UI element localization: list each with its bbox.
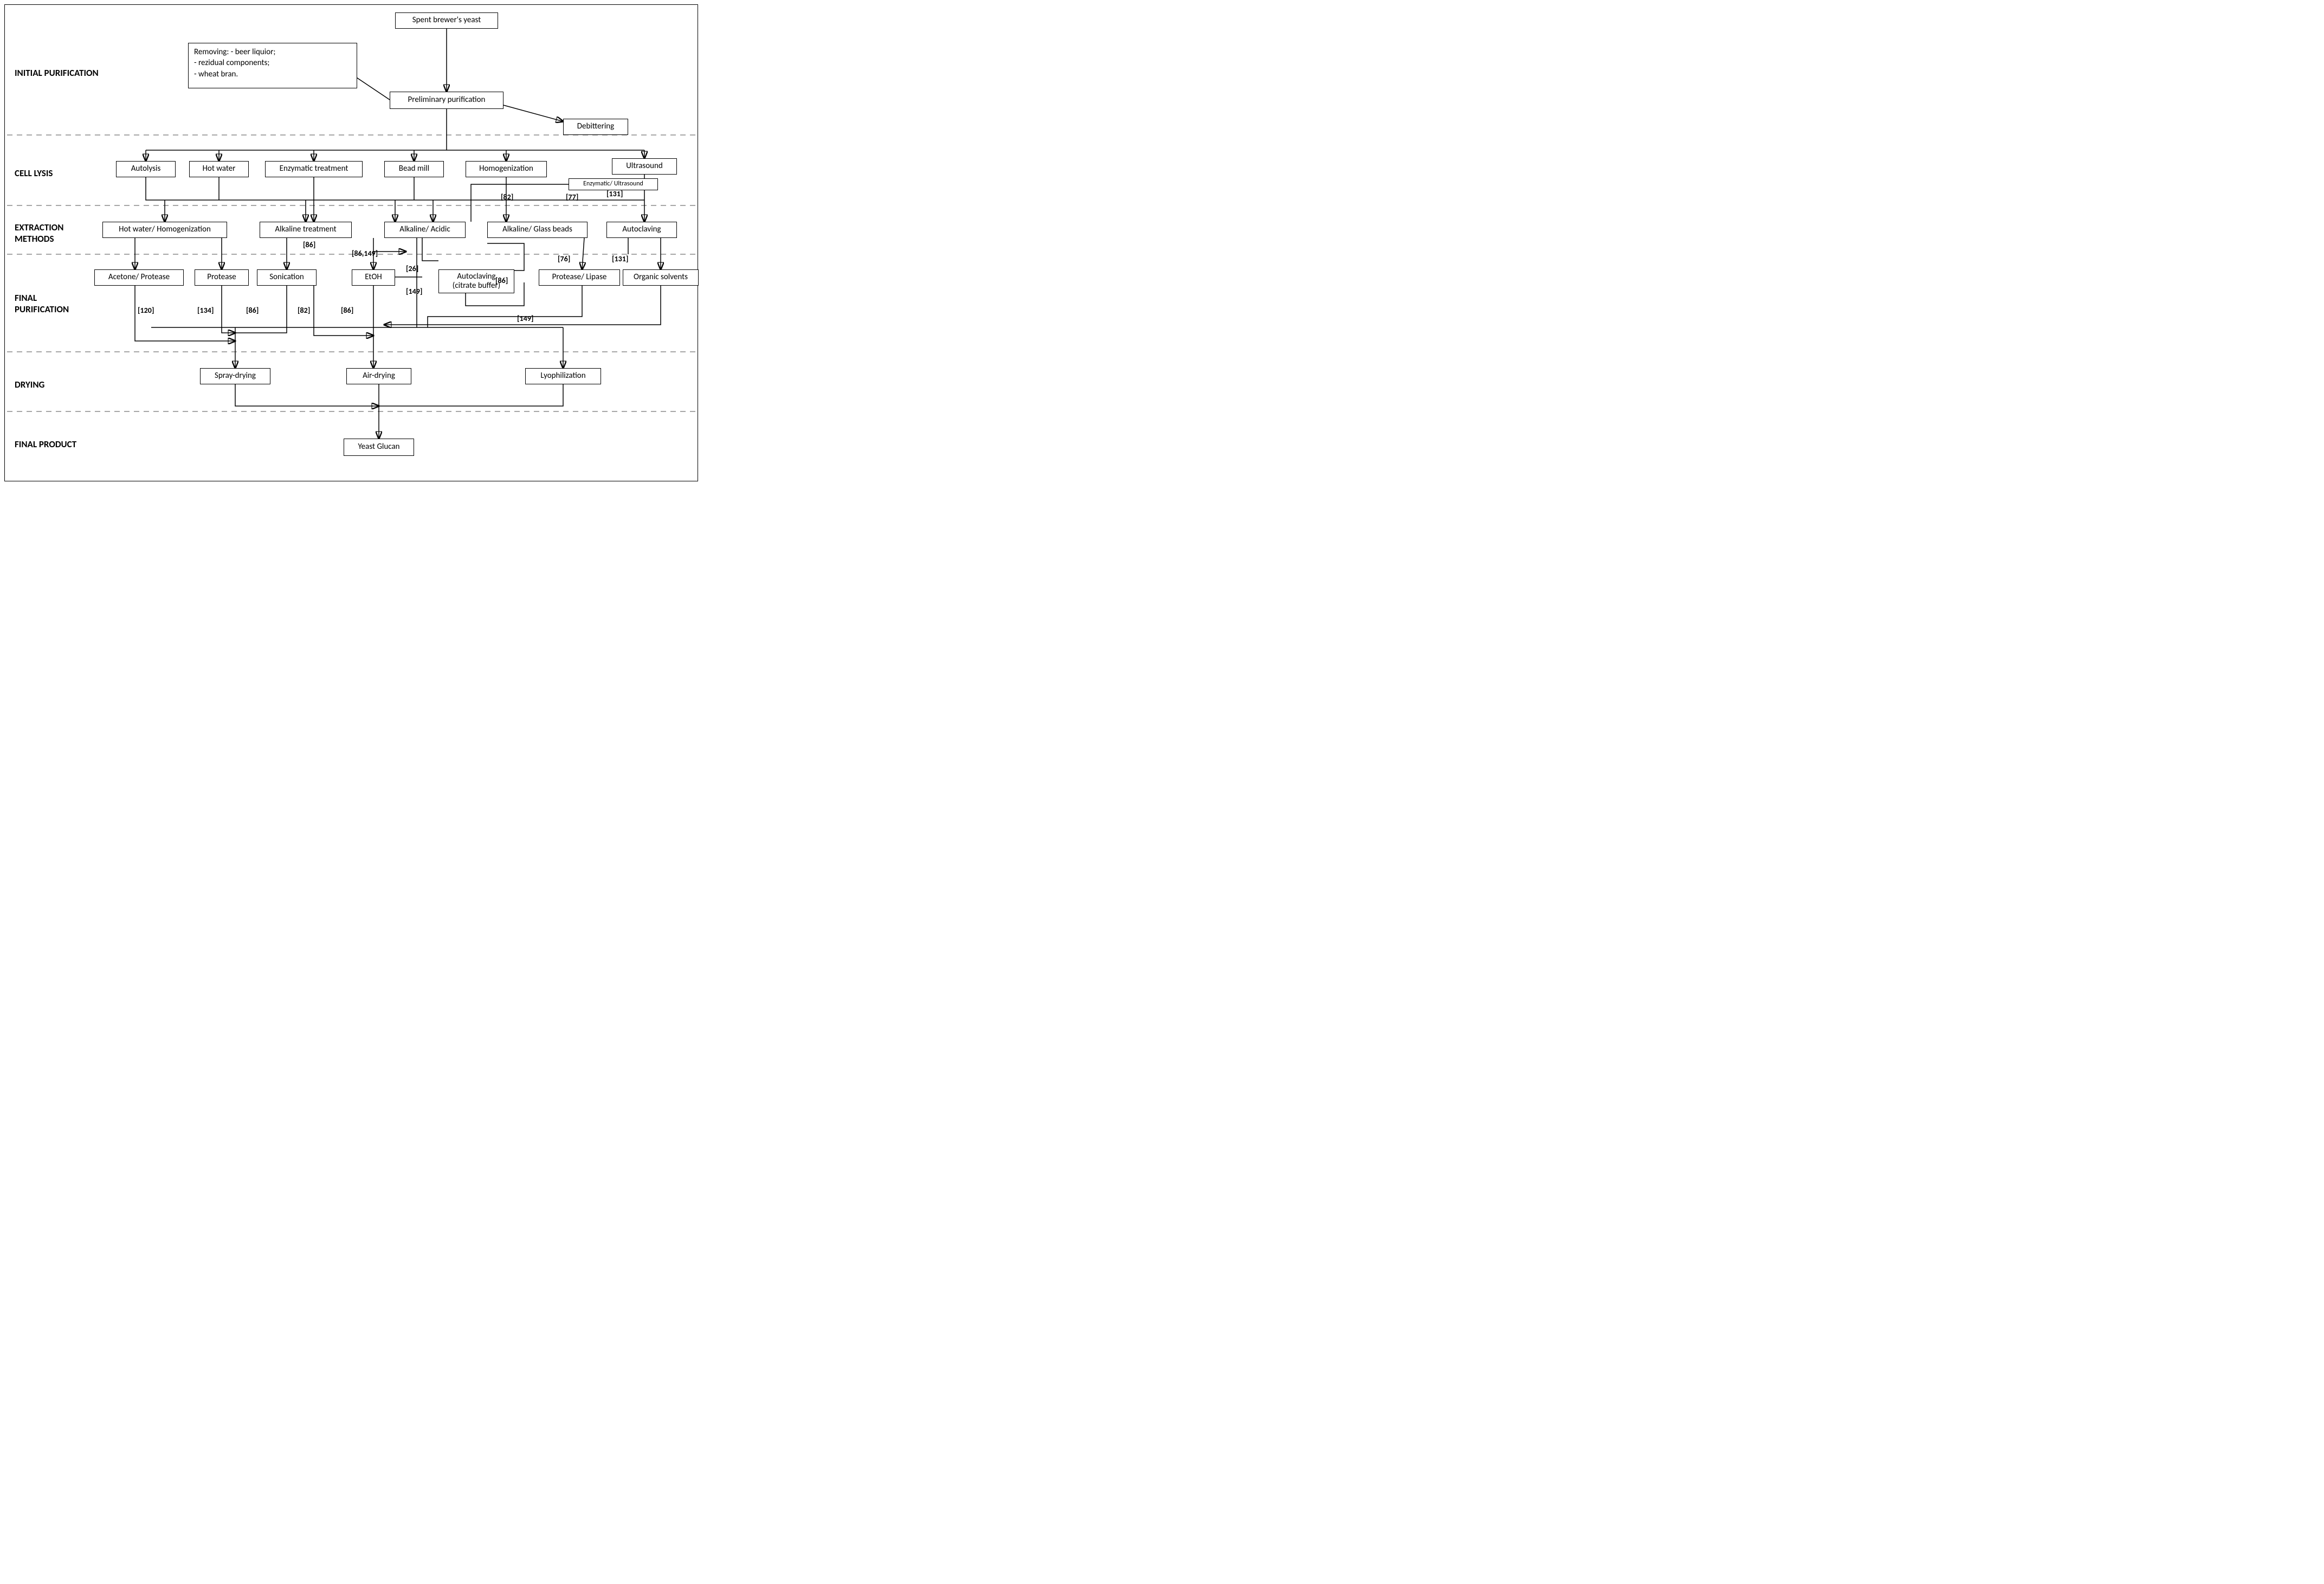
node-d_air: Air-drying: [346, 368, 411, 384]
reference-label: [86]: [341, 306, 353, 315]
section-label: DRYING: [15, 379, 44, 390]
reference-label: [131]: [612, 254, 628, 263]
node-note: Removing: - beer liquior; - rezidual com…: [188, 43, 357, 88]
node-fp_et: EtOH: [352, 269, 395, 286]
reference-label: [131]: [606, 189, 623, 198]
node-hotwater: Hot water: [189, 161, 249, 177]
edge: [222, 286, 235, 333]
reference-label: [77]: [566, 192, 578, 202]
node-fp_son: Sonication: [257, 269, 317, 286]
reference-label: [82]: [501, 192, 513, 202]
node-ultra: Ultrasound: [612, 158, 677, 175]
reference-label: [149]: [517, 314, 533, 323]
reference-label: [149]: [406, 287, 422, 296]
reference-label: [86]: [246, 306, 259, 315]
node-d_spray: Spray-drying: [200, 368, 270, 384]
node-d_lyo: Lyophilization: [525, 368, 601, 384]
node-fp_os: Organic solvents: [623, 269, 699, 286]
reference-label: [26]: [406, 264, 418, 273]
node-fp_p: Protease: [195, 269, 249, 286]
reference-label: [86]: [303, 240, 315, 249]
reference-label: [76]: [558, 254, 570, 263]
edge: [471, 184, 569, 222]
section-label: FINAL PURIFICATION: [15, 292, 69, 315]
section-label: EXTRACTION METHODS: [15, 222, 63, 244]
node-prelim: Preliminary purification: [390, 92, 503, 109]
node-ext_hw: Hot water/ Homogenization: [102, 222, 227, 238]
flowchart-canvas: INITIAL PURIFICATION CELL LYSIS EXTRACTION…: [4, 4, 698, 481]
node-fp_ap: Acetone/ Protease: [94, 269, 184, 286]
node-homog: Homogenization: [466, 161, 547, 177]
edge: [487, 243, 524, 271]
section-label: FINAL PRODUCT: [15, 439, 76, 450]
reference-label: [120]: [138, 306, 154, 315]
section-label: CELL LYSIS: [15, 168, 53, 179]
node-enzymatic: Enzymatic treatment: [265, 161, 363, 177]
node-autolysis: Autolysis: [116, 161, 176, 177]
edge: [422, 238, 438, 261]
reference-label: [134]: [197, 306, 214, 315]
reference-label: [82]: [298, 306, 310, 315]
node-fp_pl: Protease/ Lipase: [539, 269, 620, 286]
edge: [235, 286, 287, 333]
node-beadmill: Bead mill: [384, 161, 444, 177]
node-ext_aa: Alkaline/ Acidic: [384, 222, 466, 238]
edge: [503, 105, 563, 121]
section-label: INITIAL PURIFICATION: [15, 67, 99, 79]
node-start: Spent brewer's yeast: [395, 12, 498, 29]
node-ext_gb: Alkaline/ Glass beads: [487, 222, 588, 238]
edge: [235, 384, 379, 406]
node-final: Yeast Glucan: [344, 439, 414, 456]
node-ext_alk: Alkaline treatment: [260, 222, 352, 238]
node-debitter: Debittering: [563, 119, 628, 135]
reference-label: [86]: [495, 276, 508, 285]
node-ext_ac: Autoclaving: [606, 222, 677, 238]
edge: [379, 384, 563, 406]
node-enzultra: Enzymatic/ Ultrasound: [569, 178, 658, 190]
reference-label: [86,149]: [352, 249, 378, 258]
